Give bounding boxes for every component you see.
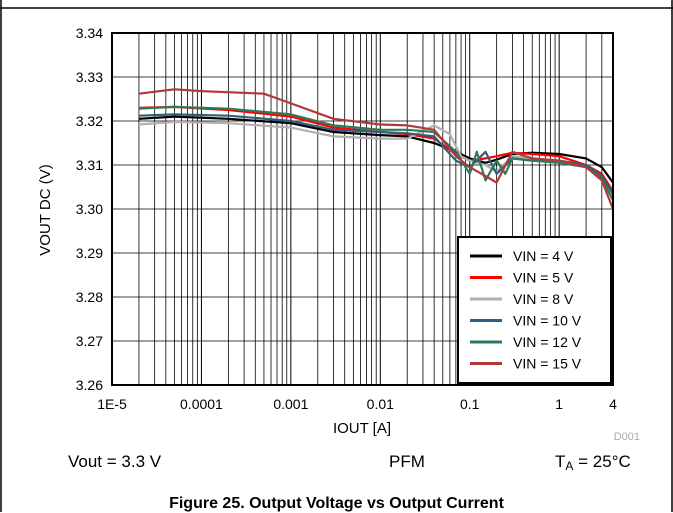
y-tick-label: 3.30 [76, 201, 103, 217]
legend-label: VIN = 10 V [513, 313, 582, 329]
series-line [138, 105, 614, 201]
y-tick-label: 3.27 [76, 333, 103, 349]
series-line [138, 88, 615, 210]
condition-mode: PFM [389, 452, 425, 471]
y-tick-label: 3.33 [76, 69, 103, 85]
x-tick-label: 0.0001 [180, 396, 223, 412]
x-tick-label: 0.01 [367, 396, 394, 412]
condition-temperature: TA = 25°C [555, 452, 631, 473]
x-tick-label: 4 [609, 396, 617, 412]
temp-prefix: T [555, 452, 566, 471]
temp-subscript: A [565, 459, 574, 473]
x-axis-label: IOUT [A] [333, 420, 391, 437]
x-tick-label: 0.001 [273, 396, 308, 412]
legend-label: VIN = 4 V [513, 248, 574, 264]
series-line [138, 115, 614, 184]
legend-box [457, 236, 612, 384]
y-axis-label: VOUT DC (V) [37, 164, 54, 255]
y-tick-label: 3.28 [76, 289, 103, 305]
tick-labels: 3.26 3.27 3.28 3.29 3.30 3.31 3.32 3.33 3.34 1E-5… [76, 25, 617, 412]
plot-border [111, 32, 614, 386]
legend-label: VIN = 5 V [513, 270, 574, 286]
y-tick-label: 3.34 [76, 25, 103, 41]
temp-suffix: = 25°C [573, 452, 631, 471]
condition-vout: Vout = 3.3 V [68, 452, 162, 471]
x-tick-label: 1 [555, 396, 563, 412]
figure-caption: Figure 25. Output Voltage vs Output Curr… [169, 495, 504, 512]
legend-label: VIN = 12 V [513, 334, 582, 350]
legend-label: VIN = 15 V [513, 356, 582, 372]
y-tick-label: 3.31 [76, 157, 103, 173]
y-tick-label: 3.29 [76, 245, 103, 261]
legend-label: VIN = 8 V [513, 291, 574, 307]
x-tick-label: 1E-5 [97, 396, 127, 412]
figure-id-watermark: D001 [614, 431, 640, 443]
legend: VIN = 4 V VIN = 5 V VIN = 8 V VIN = 10 V VIN… [457, 236, 612, 384]
y-tick-label: 3.26 [76, 377, 103, 393]
x-tick-label: 0.1 [460, 396, 480, 412]
series-lines [138, 88, 615, 210]
y-tick-label: 3.32 [76, 113, 103, 129]
